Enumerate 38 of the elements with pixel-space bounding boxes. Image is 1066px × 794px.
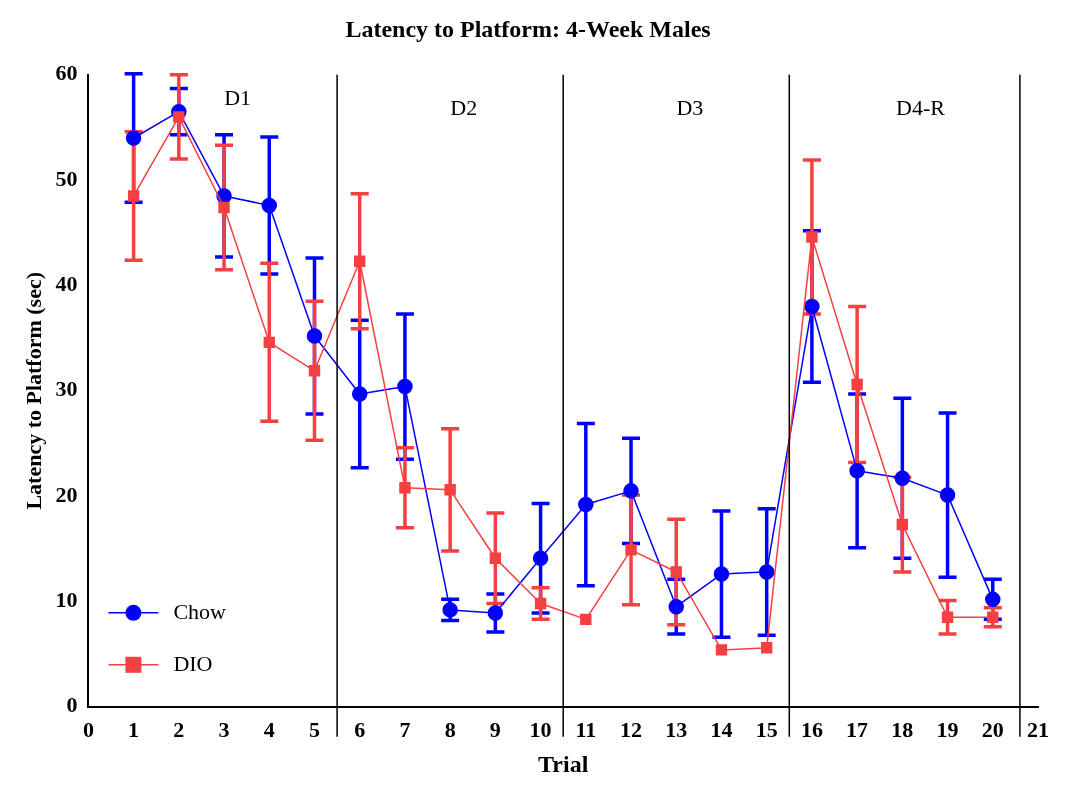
- x-tick-label: 17: [846, 716, 869, 742]
- x-tick-label: 15: [755, 716, 778, 742]
- x-tick-label: 2: [173, 716, 185, 742]
- legend-label: DIO: [173, 650, 213, 676]
- x-tick-label: 13: [665, 716, 688, 742]
- y-tick-label: 30: [55, 376, 78, 402]
- x-tick-label: 0: [82, 716, 94, 742]
- x-tick-label: 20: [981, 716, 1004, 742]
- legend-label: Chow: [173, 598, 227, 624]
- y-tick-label: 10: [55, 587, 78, 613]
- x-tick-label: 5: [309, 716, 320, 742]
- x-axis-title: Trial: [538, 750, 589, 777]
- x-tick-label: 10: [529, 716, 552, 742]
- x-tick-label: 9: [489, 716, 501, 742]
- x-tick-label: 6: [354, 716, 366, 742]
- x-tick-label: 16: [800, 716, 823, 742]
- x-tick-label: 7: [399, 716, 411, 742]
- x-tick-label: 4: [263, 716, 275, 742]
- x-tick-label: 8: [444, 716, 456, 742]
- y-tick-label: 40: [55, 271, 78, 297]
- y-tick-label: 20: [55, 481, 78, 507]
- annotation: D2: [450, 94, 478, 120]
- x-tick-label: 21: [1027, 716, 1049, 742]
- y-tick-label: 60: [55, 60, 78, 86]
- x-tick-label: 11: [575, 716, 597, 742]
- y-tick-label: 0: [66, 692, 78, 718]
- x-tick-label: 12: [620, 716, 643, 742]
- y-tick-label: 50: [55, 165, 78, 191]
- annotation: D1: [224, 84, 252, 110]
- chart-title: Latency to Platform: 4-Week Males: [345, 15, 711, 42]
- x-tick-label: 14: [710, 716, 733, 742]
- annotation: D3: [676, 94, 704, 120]
- x-tick-label: 19: [936, 716, 959, 742]
- x-tick-label: 3: [218, 716, 230, 742]
- annotation: D4-R: [895, 94, 946, 120]
- x-tick-label: 18: [891, 716, 914, 742]
- y-axis-title: Latency to Platform (sec): [20, 271, 46, 510]
- x-tick-label: 1: [128, 716, 140, 742]
